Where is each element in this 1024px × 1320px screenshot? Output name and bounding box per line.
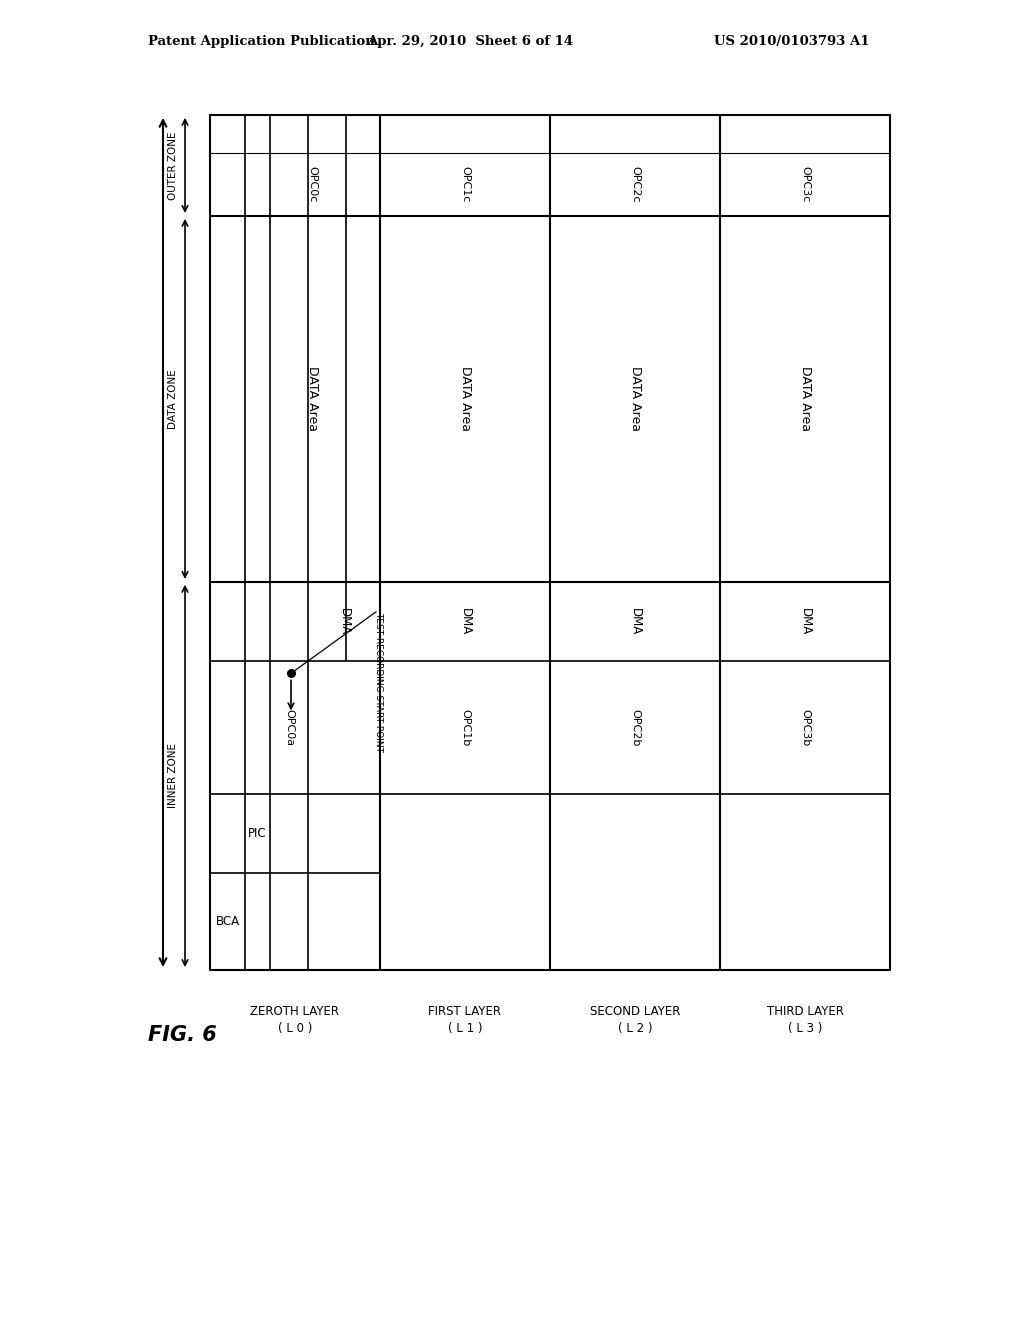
Text: BCA: BCA (215, 915, 240, 928)
Text: Patent Application Publication: Patent Application Publication (148, 36, 375, 49)
Text: OPC3c: OPC3c (800, 166, 810, 202)
Text: DMA: DMA (629, 609, 641, 635)
Text: THIRD LAYER
( L 3 ): THIRD LAYER ( L 3 ) (767, 1005, 844, 1035)
Text: DMA: DMA (799, 609, 811, 635)
Text: TEST RECORDING START POINT: TEST RECORDING START POINT (375, 612, 384, 752)
Text: DATA ZONE: DATA ZONE (168, 370, 178, 429)
Text: ZEROTH LAYER
( L 0 ): ZEROTH LAYER ( L 0 ) (251, 1005, 340, 1035)
Text: DMA: DMA (459, 609, 471, 635)
Text: PIC: PIC (248, 828, 267, 840)
Text: OPC1b: OPC1b (460, 709, 470, 746)
Text: OPC1c: OPC1c (460, 166, 470, 202)
Text: Apr. 29, 2010  Sheet 6 of 14: Apr. 29, 2010 Sheet 6 of 14 (367, 36, 573, 49)
Text: DATA Area: DATA Area (799, 367, 811, 432)
Text: OPC0a: OPC0a (284, 709, 294, 746)
Text: INNER ZONE: INNER ZONE (168, 743, 178, 808)
Text: FIRST LAYER
( L 1 ): FIRST LAYER ( L 1 ) (428, 1005, 502, 1035)
Text: SECOND LAYER
( L 2 ): SECOND LAYER ( L 2 ) (590, 1005, 680, 1035)
Text: DMA: DMA (338, 609, 350, 635)
Text: DATA Area: DATA Area (459, 367, 471, 432)
Text: OPC2b: OPC2b (630, 709, 640, 746)
Text: FIG. 6: FIG. 6 (148, 1026, 217, 1045)
Text: US 2010/0103793 A1: US 2010/0103793 A1 (715, 36, 870, 49)
Text: OUTER ZONE: OUTER ZONE (168, 131, 178, 199)
Text: DATA Area: DATA Area (306, 367, 319, 432)
Text: OPC0c: OPC0c (307, 166, 317, 202)
Text: OPC2c: OPC2c (630, 166, 640, 202)
Text: DATA Area: DATA Area (629, 367, 641, 432)
Text: OPC3b: OPC3b (800, 709, 810, 746)
